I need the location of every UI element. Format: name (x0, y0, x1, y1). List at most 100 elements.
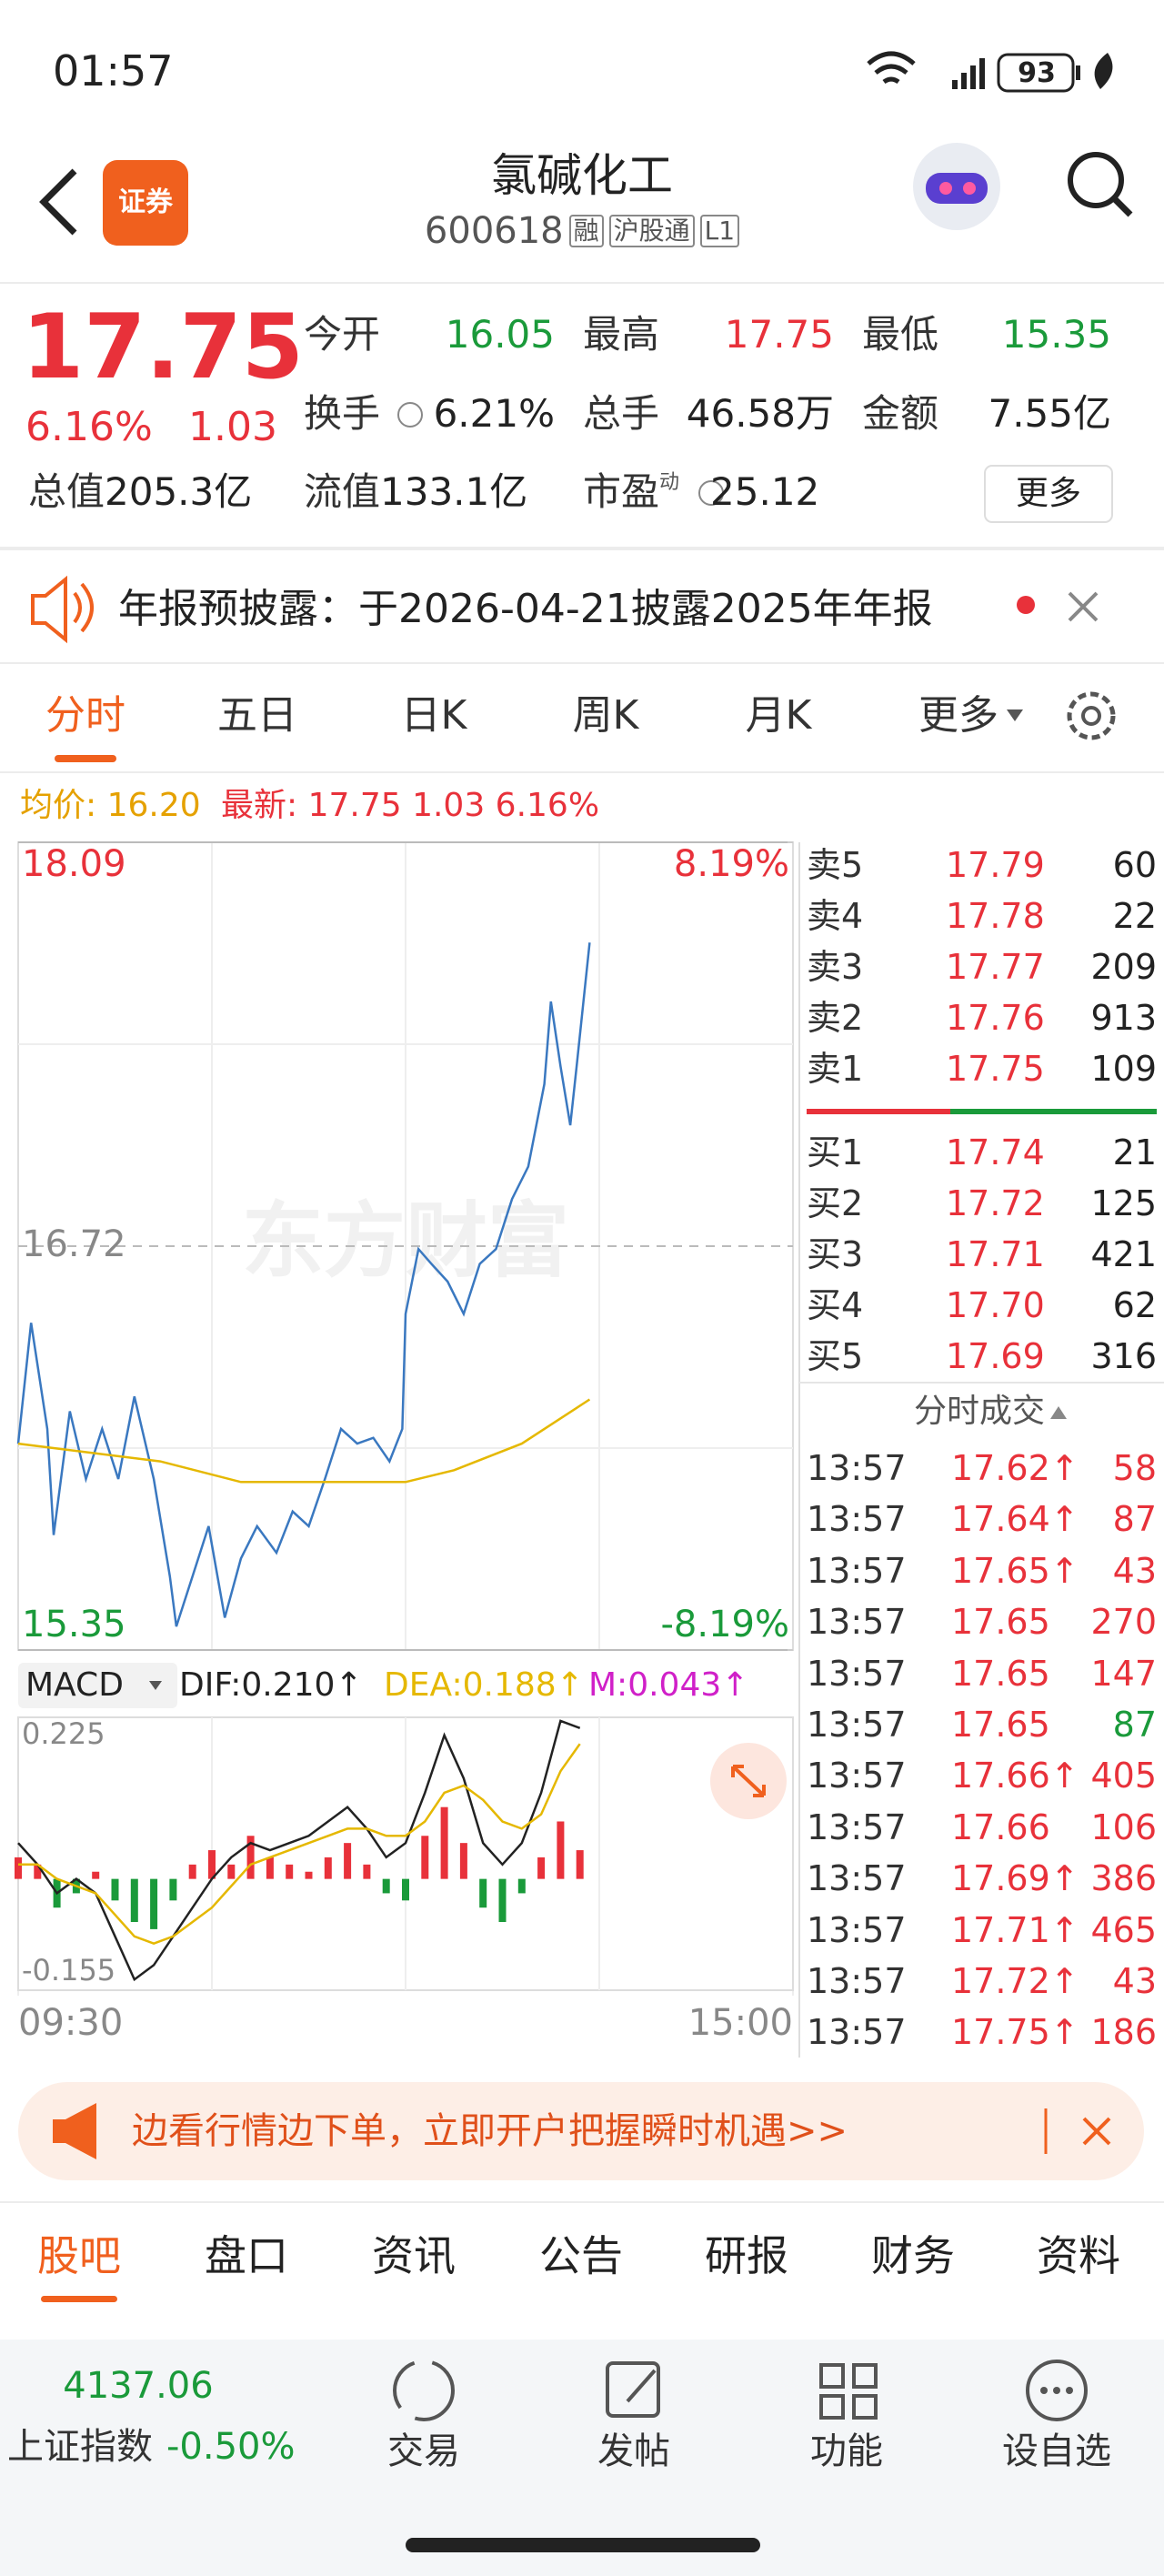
macd-bar (208, 1850, 216, 1879)
book-volume: 316 (1090, 1336, 1157, 1376)
nav-label[interactable]: 发帖 (597, 2430, 670, 2472)
app-logo (103, 160, 188, 246)
ad-text[interactable]: 边看行情边下单，立即开户把握瞬时机遇>> (132, 2110, 848, 2152)
macd-bar (34, 1864, 42, 1879)
dif-line (17, 1719, 581, 1982)
trade-volume: 386 (1090, 1858, 1157, 1899)
watchlist-icon[interactable] (1026, 2360, 1088, 2421)
field-label: 流值 (304, 469, 381, 514)
macd-bar (130, 1878, 138, 1922)
trade-price: 17.66 (951, 1806, 1050, 1847)
divider (0, 662, 1164, 664)
chart-tab[interactable]: 周K (572, 692, 639, 739)
field-sup: 动 (659, 471, 680, 494)
back-button[interactable] (39, 168, 77, 236)
search-button[interactable] (1068, 152, 1124, 208)
section-tab[interactable]: 研报 (705, 2231, 788, 2280)
unread-dot (1017, 596, 1035, 614)
field-label: 今开 (304, 312, 381, 357)
footer-bg (0, 2340, 1164, 2576)
trade-volume: 87 (1112, 1705, 1157, 1745)
macd-bar (324, 1857, 332, 1879)
trade-time: 13:57 (807, 1858, 907, 1899)
ad-banner[interactable] (18, 2082, 1144, 2180)
notice-text[interactable]: 年报预披露：于2026-04-21披露2025年年报 (118, 586, 933, 632)
trade-price: 17.69↑ (951, 1858, 1079, 1899)
chart-tab[interactable]: 更多 (918, 692, 998, 739)
trades-title[interactable]: 分时成交 (913, 1393, 1045, 1430)
index-change[interactable]: -0.50% (166, 2426, 296, 2468)
book-volume: 109 (1090, 1049, 1157, 1089)
macd-bar (479, 1878, 487, 1908)
dropdown-arrow (1007, 709, 1023, 721)
robot-eye (963, 182, 976, 195)
field-label: 最低 (862, 312, 939, 357)
section-tab[interactable]: 财务 (871, 2231, 955, 2280)
index-value[interactable]: 4137.06 (63, 2365, 214, 2407)
wifi-icon (867, 51, 916, 85)
index-name[interactable]: 上证指数 (7, 2426, 153, 2468)
trade-price: 17.75↑ (951, 2012, 1079, 2053)
chart-tab[interactable]: 分时 (45, 692, 125, 739)
logo-text: 证券 (118, 186, 173, 218)
trade-time: 13:57 (807, 1909, 907, 1950)
section-tab[interactable]: 资讯 (372, 2231, 456, 2280)
settings-button[interactable] (1067, 691, 1116, 740)
macd-bar (498, 1878, 507, 1922)
book-price: 17.77 (946, 947, 1045, 987)
chart-tab[interactable]: 日K (400, 692, 467, 739)
info-icon[interactable] (397, 402, 423, 428)
y-tick-label: -0.155 (22, 1953, 115, 1987)
robot-eye (939, 182, 952, 195)
badge: 融 (568, 215, 604, 247)
megaphone-icon (53, 2103, 96, 2159)
info-icon[interactable] (698, 480, 724, 506)
section-tab[interactable]: 盘口 (205, 2231, 288, 2280)
function-icon[interactable] (819, 2363, 878, 2420)
badge: 沪股通 (608, 215, 695, 247)
last-price: 17.75 (22, 296, 304, 399)
chart-tab[interactable]: 月K (745, 692, 812, 739)
book-label: 买5 (807, 1336, 864, 1376)
macd-bar (537, 1857, 546, 1879)
section-tab[interactable]: 资料 (1037, 2231, 1120, 2280)
book-label: 买2 (807, 1183, 864, 1223)
book-label: 卖1 (807, 1049, 864, 1089)
trade-volume: 58 (1112, 1448, 1157, 1488)
macd-bar (305, 1871, 313, 1879)
field-value: 46.58万 (686, 391, 834, 436)
indicator-legend: M:0.043↑ (588, 1666, 749, 1704)
book-price: 17.72 (946, 1183, 1045, 1223)
nav-label[interactable]: 功能 (810, 2430, 883, 2472)
trade-volume: 270 (1090, 1602, 1157, 1643)
latest-price: 最新: 17.75 1.03 6.16% (221, 787, 600, 824)
sort-arrow (1050, 1406, 1067, 1419)
section-tab[interactable]: 公告 (539, 2231, 623, 2280)
y2-tick-label: -8.19% (660, 1604, 789, 1645)
settings-hub (1081, 706, 1101, 726)
divider (0, 282, 1164, 284)
indicator-selector[interactable] (18, 1663, 177, 1708)
macd-bar (459, 1843, 467, 1879)
macd-bar (266, 1857, 274, 1879)
section-tab[interactable]: 股吧 (37, 2231, 121, 2280)
book-volume: 21 (1112, 1132, 1157, 1172)
chart-tab[interactable]: 五日 (217, 692, 297, 739)
close-ad[interactable] (1082, 2117, 1111, 2146)
trade-volume: 147 (1090, 1653, 1157, 1694)
book-price: 17.71 (946, 1234, 1045, 1274)
change-amount: 1.03 (188, 404, 277, 450)
trade-icon[interactable] (393, 2360, 455, 2421)
trade-time: 13:57 (807, 1499, 907, 1540)
nav-label[interactable]: 交易 (387, 2430, 460, 2472)
average-line (17, 1398, 591, 1484)
nav-label[interactable]: 设自选 (1002, 2430, 1111, 2472)
macd-bar (227, 1864, 236, 1879)
more-label[interactable]: 更多 (1015, 475, 1081, 512)
book-volume: 209 (1090, 947, 1157, 987)
trade-price: 17.65 (951, 1602, 1050, 1643)
field-value: 15.35 (1001, 312, 1111, 357)
more-button[interactable] (984, 465, 1113, 523)
close-notice[interactable] (1068, 591, 1099, 622)
post-icon[interactable] (606, 2361, 660, 2418)
